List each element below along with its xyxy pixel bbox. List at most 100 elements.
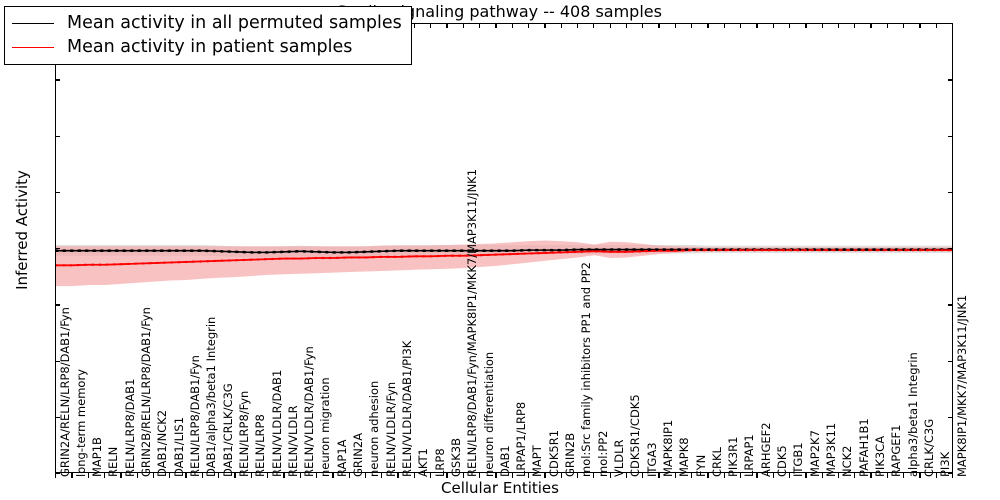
x-tick-mark <box>381 473 383 478</box>
chart-title: Reelin signaling pathway -- 408 samples <box>338 2 662 21</box>
x-tick-label: CDK5R1 <box>546 429 561 477</box>
x-tick-label: PAFAH1B1 <box>856 418 871 477</box>
x-tick-label: LRPAP1 <box>742 434 757 477</box>
x-tick-mark <box>674 473 677 478</box>
x-tick-mark <box>267 473 269 478</box>
y-tick-mark <box>55 360 60 362</box>
x-tick-label: RELN <box>106 446 121 477</box>
x-tick-mark <box>772 23 774 28</box>
x-tick-mark <box>479 473 481 478</box>
legend-label-patient: Mean activity in patient samples <box>67 37 353 57</box>
x-tick-mark <box>55 473 57 478</box>
x-tick-mark <box>430 473 432 478</box>
x-tick-label: PI3K <box>938 451 953 477</box>
x-tick-label: GRIN2B/RELN/LRP8/DAB1/Fyn <box>139 307 154 477</box>
x-tick-label: NCK2 <box>840 445 855 478</box>
x-tick-label: DAB1/CRLK/C3G <box>220 383 235 477</box>
x-tick-mark <box>723 23 725 28</box>
x-tick-mark <box>837 473 840 478</box>
x-tick-mark <box>152 473 155 478</box>
x-tick-label: RELN/LRP8/DAB1/Fyn/MAPK8IP1/MKK7/MAP3K11… <box>465 168 480 477</box>
x-tick-label: ITGA3 <box>644 442 659 477</box>
x-tick-mark <box>805 473 807 478</box>
x-tick-mark <box>886 473 889 478</box>
x-tick-label: mol:Src family inhibitors PP1 and PP2 <box>579 262 594 477</box>
x-tick-mark <box>919 473 921 478</box>
x-tick-mark <box>805 23 807 28</box>
x-tick-mark <box>854 23 856 28</box>
x-tick-mark <box>691 473 693 478</box>
x-tick-mark <box>886 23 889 28</box>
x-tick-mark <box>576 23 579 28</box>
x-tick-mark <box>169 473 171 478</box>
x-tick-label: DAB1/NCK2 <box>155 409 170 477</box>
y-tick-mark <box>55 79 60 81</box>
x-tick-mark <box>413 473 416 478</box>
x-tick-mark <box>446 23 448 28</box>
x-tick-label: MAP2K7 <box>807 430 822 477</box>
series-markers-permuted <box>56 248 952 254</box>
legend-line-permuted <box>12 22 54 24</box>
x-tick-label: PIK3CA <box>872 435 887 477</box>
x-tick-mark <box>299 473 301 478</box>
y-tick-mark <box>948 304 953 306</box>
legend-item: Mean activity in patient samples <box>12 35 402 59</box>
x-tick-mark <box>642 23 644 28</box>
y-tick-mark <box>948 23 953 25</box>
x-tick-mark <box>952 23 954 28</box>
x-tick-mark <box>576 473 579 478</box>
y-tick-mark <box>948 416 953 419</box>
x-tick-label: RELN/LRP8/DAB1/Fyn <box>187 355 202 477</box>
x-tick-mark <box>185 473 187 478</box>
x-tick-label: MAPT <box>530 445 545 477</box>
x-tick-mark <box>527 473 530 478</box>
x-tick-mark <box>691 23 693 28</box>
series-markers-patient <box>56 249 952 267</box>
x-tick-mark <box>527 23 530 28</box>
x-tick-mark <box>593 473 595 478</box>
x-tick-mark <box>430 23 432 28</box>
x-tick-label: RELN/VLDLR <box>285 405 300 477</box>
x-tick-label: CDK5 <box>775 445 790 477</box>
x-tick-mark <box>723 473 725 478</box>
x-tick-label: MAPK8 <box>677 437 692 477</box>
x-tick-mark <box>446 473 448 478</box>
plot-area <box>55 23 953 473</box>
x-tick-mark <box>739 473 742 478</box>
legend-label-permuted: Mean activity in all permuted samples <box>67 13 402 33</box>
x-tick-label: RELN/VLDLR/DAB1/Fyn <box>302 346 317 477</box>
x-tick-mark <box>136 473 138 478</box>
y-tick-mark <box>948 473 953 475</box>
x-tick-mark <box>756 473 758 478</box>
legend-item: Mean activity in all permuted samples <box>12 11 402 35</box>
x-tick-mark <box>935 473 937 478</box>
x-tick-mark <box>756 23 758 28</box>
x-tick-label: GSK3B <box>448 438 463 477</box>
x-tick-mark <box>625 23 628 28</box>
x-tick-label: GRIN2A/RELN/LRP8/DAB1/Fyn <box>57 307 72 477</box>
legend: Mean activity in all permuted samples Me… <box>4 6 412 65</box>
x-tick-label: alpha3/beta1 Integrin <box>905 352 920 477</box>
x-tick-mark <box>903 23 905 28</box>
x-tick-label: neuron migration <box>318 377 333 477</box>
x-tick-label: MAP3K11 <box>824 422 839 477</box>
x-tick-mark <box>283 473 285 478</box>
x-tick-label: VLDLR <box>612 439 626 477</box>
y-tick-mark <box>55 191 60 194</box>
x-tick-label: GRIN2B <box>563 432 578 477</box>
chart-canvas <box>56 240 952 287</box>
x-tick-label: DAB1 <box>497 445 512 477</box>
x-tick-mark <box>544 23 546 28</box>
x-tick-mark <box>935 23 937 28</box>
x-tick-mark <box>609 473 611 478</box>
x-tick-label: RELN/VLDLR/Fyn <box>383 381 398 477</box>
x-tick-mark <box>495 473 497 478</box>
x-tick-mark <box>250 473 252 478</box>
x-tick-label: mol:PP2 <box>595 430 610 478</box>
x-tick-mark <box>348 473 350 478</box>
x-tick-mark <box>870 473 872 478</box>
x-tick-mark <box>707 23 709 28</box>
x-tick-mark <box>625 473 628 478</box>
y-axis-label: Inferred Activity <box>13 170 31 290</box>
x-tick-mark <box>788 23 791 28</box>
